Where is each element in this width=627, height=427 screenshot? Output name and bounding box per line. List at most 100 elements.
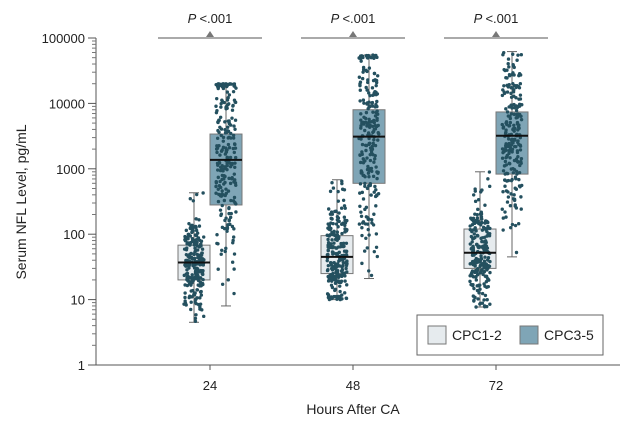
data-point: [221, 84, 226, 88]
data-point: [365, 101, 370, 105]
data-point: [195, 242, 199, 247]
data-point: [223, 166, 228, 171]
data-point: [519, 195, 523, 199]
data-point: [216, 187, 220, 192]
data-point: [225, 90, 230, 94]
data-point: [196, 255, 200, 260]
data-point: [337, 211, 341, 215]
data-point: [202, 314, 206, 319]
data-point: [485, 276, 490, 281]
data-point: [507, 74, 512, 78]
data-point: [515, 150, 520, 155]
data-point: [361, 70, 365, 74]
data-point: [194, 228, 199, 233]
data-point: [358, 182, 363, 186]
data-point: [343, 206, 347, 210]
data-point: [232, 82, 236, 86]
data-point: [187, 221, 191, 226]
data-point: [503, 210, 507, 214]
data-point: [513, 175, 518, 179]
data-point: [194, 238, 199, 242]
data-point: [233, 161, 237, 165]
data-point: [515, 159, 519, 163]
data-point: [333, 267, 337, 271]
data-point: [340, 181, 344, 186]
data-point: [519, 52, 524, 57]
data-point: [225, 164, 229, 168]
data-point: [518, 135, 522, 140]
y-tick-label: 1: [78, 358, 85, 373]
data-point: [506, 195, 511, 199]
data-point: [360, 150, 364, 154]
legend: CPC1-2 CPC3-5: [416, 314, 604, 356]
data-point: [512, 198, 517, 203]
data-point: [361, 220, 366, 224]
data-point: [486, 265, 490, 269]
data-point: [475, 233, 480, 238]
data-point: [375, 109, 379, 113]
data-point: [363, 128, 367, 133]
data-point: [229, 82, 233, 86]
data-point: [471, 275, 476, 279]
data-point: [216, 86, 220, 91]
data-point: [371, 129, 376, 134]
data-point: [326, 241, 331, 245]
data-point: [217, 192, 221, 197]
data-point: [369, 55, 373, 60]
data-point: [502, 84, 506, 88]
data-point: [184, 264, 189, 268]
data-point: [328, 227, 332, 232]
data-point: [198, 276, 203, 280]
data-point: [340, 293, 344, 297]
data-point: [336, 216, 341, 220]
data-point: [358, 191, 362, 195]
data-point: [475, 212, 479, 217]
data-point: [468, 274, 472, 278]
data-point: [228, 181, 233, 186]
data-point: [230, 176, 234, 180]
data-point: [328, 233, 332, 237]
data-point: [221, 135, 226, 140]
data-point: [505, 110, 510, 114]
data-point: [367, 141, 371, 146]
data-point: [216, 175, 220, 180]
data-point: [219, 213, 223, 218]
data-point: [374, 83, 378, 88]
data-point: [193, 233, 198, 237]
data-point: [372, 118, 376, 123]
data-point: [331, 221, 335, 226]
data-point: [485, 246, 490, 250]
data-point: [188, 240, 193, 245]
box-cpc1-2-48: [320, 179, 354, 302]
data-point: [475, 218, 479, 223]
data-point: [190, 256, 195, 261]
data-point: [359, 124, 363, 128]
data-point: [332, 241, 336, 245]
data-point: [505, 200, 510, 204]
y-tick-label: 10000: [49, 96, 85, 111]
data-point: [344, 266, 348, 271]
data-point: [485, 234, 489, 238]
data-point: [233, 100, 238, 105]
data-point: [215, 136, 220, 140]
data-point: [471, 193, 476, 197]
data-point: [504, 120, 509, 124]
data-point: [363, 222, 368, 226]
data-point: [488, 270, 492, 275]
data-point: [512, 65, 516, 70]
data-point: [516, 222, 521, 226]
data-point: [358, 160, 363, 165]
data-point: [508, 116, 513, 121]
data-point: [482, 298, 486, 302]
data-point: [502, 50, 506, 55]
data-point: [362, 115, 366, 119]
data-point: [480, 228, 485, 232]
data-point: [189, 307, 193, 312]
significance-marker: [492, 31, 500, 37]
data-point: [228, 155, 233, 160]
data-point: [479, 210, 484, 214]
y-tick-label: 1000: [56, 162, 85, 177]
data-point: [359, 118, 363, 122]
data-point: [222, 174, 226, 178]
data-point: [232, 142, 237, 146]
